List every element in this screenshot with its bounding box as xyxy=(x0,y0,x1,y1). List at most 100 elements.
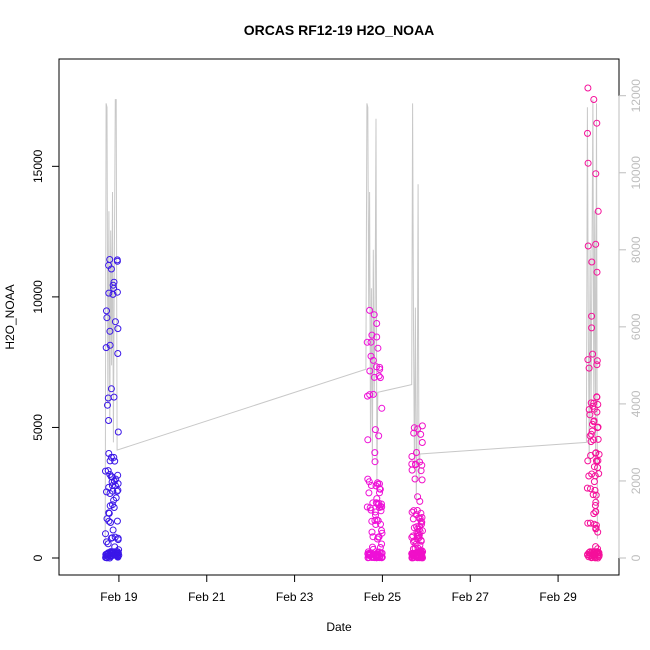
data-point xyxy=(589,491,597,499)
data-point xyxy=(594,528,602,536)
data-point xyxy=(592,170,600,178)
x-tick-label: Feb 23 xyxy=(276,590,314,604)
data-point xyxy=(375,432,383,440)
data-point xyxy=(593,458,601,466)
data-point xyxy=(595,549,603,557)
data-point xyxy=(409,551,417,559)
data-point xyxy=(587,438,595,446)
altitude-line xyxy=(104,99,598,547)
data-point xyxy=(591,486,599,494)
data-point xyxy=(374,344,382,352)
data-point xyxy=(590,520,598,528)
x-tick-label: Feb 27 xyxy=(452,590,490,604)
data-point xyxy=(102,344,110,352)
data-point xyxy=(590,417,598,425)
altitude-trace xyxy=(104,99,598,547)
y-axis: 0 5000 10000 15000 xyxy=(31,149,60,561)
data-point xyxy=(416,497,424,505)
data-point xyxy=(589,420,596,428)
data-point xyxy=(114,536,122,544)
data-point xyxy=(105,509,113,517)
y2-tick-label: 8000 xyxy=(629,236,643,263)
y2-tick-label: 10000 xyxy=(629,156,643,190)
data-point xyxy=(593,393,601,401)
data-point xyxy=(371,458,379,466)
y2-tick-label: 2000 xyxy=(629,467,643,494)
data-point xyxy=(594,545,602,553)
data-point xyxy=(363,338,371,346)
data-point xyxy=(113,257,121,265)
data-point xyxy=(105,289,113,297)
data-point xyxy=(590,510,598,518)
data-points xyxy=(102,84,603,562)
data-point xyxy=(366,367,374,375)
data-point xyxy=(591,502,599,509)
data-point xyxy=(109,281,117,289)
data-point xyxy=(586,548,594,556)
y2-axis: 0 2000 4000 6000 8000 10000 12000 xyxy=(618,79,643,561)
data-point xyxy=(584,242,592,250)
data-point xyxy=(417,537,425,545)
plot-frame xyxy=(58,58,620,576)
data-point xyxy=(376,365,384,373)
data-point xyxy=(104,401,111,409)
data-point xyxy=(586,411,594,419)
data-point xyxy=(105,483,113,491)
data-point xyxy=(103,538,110,546)
data-point xyxy=(590,96,598,103)
data-point xyxy=(409,532,417,540)
data-point xyxy=(114,325,122,333)
data-point xyxy=(412,461,420,469)
data-point xyxy=(589,402,597,410)
data-point xyxy=(595,551,603,559)
data-point xyxy=(588,470,596,478)
y2-tick-label: 4000 xyxy=(629,390,643,417)
y-tick-label: 0 xyxy=(31,554,45,561)
data-point xyxy=(378,553,386,561)
data-point xyxy=(411,475,419,483)
data-point xyxy=(365,489,373,497)
data-point xyxy=(376,374,384,382)
x-axis: Feb 19 Feb 21 Feb 23 Feb 25 Feb 27 Feb 29 xyxy=(100,574,577,604)
data-point xyxy=(110,504,118,511)
data-point xyxy=(106,341,114,349)
data-point xyxy=(584,457,592,465)
data-point xyxy=(373,333,381,341)
data-point xyxy=(370,373,378,381)
data-point xyxy=(370,311,378,319)
data-point xyxy=(584,519,592,527)
data-point xyxy=(364,436,372,444)
data-point xyxy=(587,485,594,493)
data-point xyxy=(371,449,379,457)
y2-tick-label: 0 xyxy=(629,554,643,561)
data-point xyxy=(586,519,594,527)
data-point xyxy=(102,467,109,475)
data-point xyxy=(592,543,600,551)
data-point xyxy=(418,553,426,561)
data-point xyxy=(367,482,375,489)
data-point xyxy=(410,524,418,532)
x-axis-label: Date xyxy=(326,620,352,634)
data-point xyxy=(586,552,594,560)
data-point xyxy=(418,439,426,446)
data-point xyxy=(587,452,595,459)
data-point xyxy=(114,428,122,436)
y-tick-label: 5000 xyxy=(31,414,45,441)
data-point xyxy=(372,511,379,519)
data-point xyxy=(368,517,376,525)
data-point xyxy=(371,517,379,524)
data-point xyxy=(592,491,600,499)
data-point xyxy=(376,489,383,497)
data-point xyxy=(585,364,593,372)
data-point xyxy=(110,453,118,461)
data-point xyxy=(588,258,596,266)
data-point xyxy=(594,207,602,215)
data-point xyxy=(417,517,425,525)
data-point xyxy=(374,535,381,543)
data-point xyxy=(106,502,114,510)
data-point xyxy=(414,529,422,537)
data-point xyxy=(413,507,421,514)
data-point xyxy=(107,519,114,526)
data-point xyxy=(107,265,115,273)
